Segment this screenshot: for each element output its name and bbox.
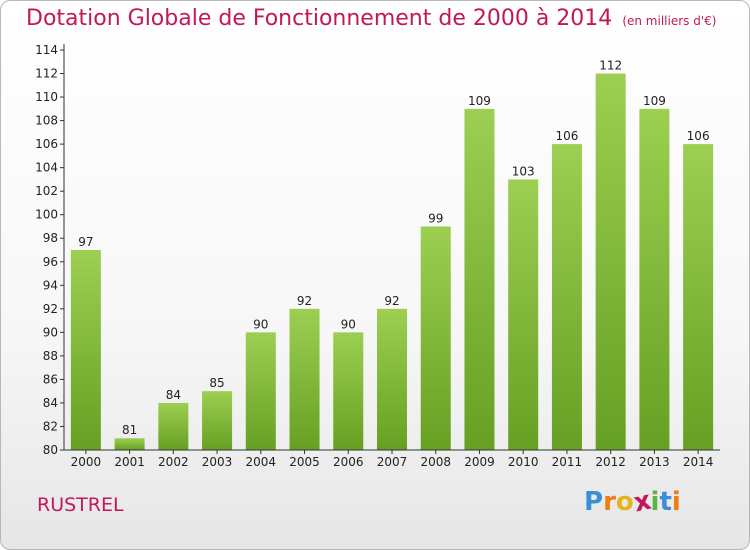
bar-value-label: 92 [384, 294, 399, 308]
y-tick-label: 82 [43, 419, 58, 433]
bar-value-label: 106 [687, 129, 710, 143]
bar-value-label: 109 [468, 94, 491, 108]
bar-value-label: 81 [122, 423, 137, 437]
y-tick-label: 94 [43, 278, 58, 292]
bar-value-label: 90 [253, 317, 268, 331]
bar-value-label: 109 [643, 94, 666, 108]
x-tick-label: 2009 [464, 455, 495, 469]
y-tick-label: 88 [43, 349, 58, 363]
y-tick-label: 90 [43, 325, 58, 339]
bar-value-label: 112 [599, 59, 622, 73]
bar-value-label: 90 [341, 317, 356, 331]
bar-value-label: 97 [78, 235, 93, 249]
y-tick-label: 96 [43, 255, 58, 269]
chart-subtitle: (en milliers d'€) [622, 14, 717, 28]
commune-name: RUSTREL [37, 494, 124, 516]
bars: 97 81 84 85 90 92 90 92 99 109 103 106 112 109 106 [70, 59, 714, 451]
y-tick-label: 102 [35, 184, 58, 198]
y-axis: 80 82 84 86 88 90 92 94 96 98 100 102 104 106 108 110 11… [35, 43, 65, 457]
chart-title-main: Dotation Globale de Fonctionnement de 20… [26, 6, 613, 31]
y-tick-label: 84 [43, 396, 58, 410]
proxiti-logo: Proxiti [584, 486, 681, 519]
bar-value-label: 99 [428, 211, 443, 225]
bar-2006 [333, 332, 364, 450]
logo-letter: P [584, 487, 604, 517]
y-tick-label: 114 [35, 43, 58, 57]
bar-2009 [464, 108, 495, 450]
x-tick-label: 2014 [683, 455, 714, 469]
bar-2003 [202, 391, 233, 450]
y-tick-label: 86 [43, 372, 58, 386]
y-tick-label: 98 [43, 231, 58, 245]
x-tick-label: 2012 [595, 455, 626, 469]
x-tick-label: 2002 [158, 455, 189, 469]
bar-2004 [245, 332, 276, 450]
y-tick-label: 108 [35, 114, 58, 128]
y-tick-label: 100 [35, 208, 58, 222]
x-tick-label: 2001 [114, 455, 145, 469]
bar-2014 [683, 144, 714, 450]
y-tick-label: 92 [43, 302, 58, 316]
logo-letter: r [603, 487, 616, 517]
x-tick-label: 2003 [202, 455, 233, 469]
bar-value-label: 103 [512, 164, 535, 178]
y-tick-label: 104 [35, 161, 58, 175]
logo-letter: o [615, 487, 634, 517]
x-tick-label: 2008 [420, 455, 451, 469]
y-tick-label: 80 [43, 443, 58, 457]
bar-2011 [551, 144, 582, 450]
x-axis: 2000 2001 2002 2003 2004 2005 2006 2007 2008 2009… [64, 449, 720, 469]
x-tick-label: 2007 [377, 455, 408, 469]
logo-letter: t [659, 487, 672, 517]
bar-2005 [289, 308, 320, 450]
y-tick-label: 106 [35, 137, 58, 151]
y-tick-label: 112 [35, 67, 58, 81]
y-tick-label: 110 [35, 90, 58, 104]
bar-2001 [114, 438, 145, 450]
bar-value-label: 106 [555, 129, 578, 143]
bar-2007 [377, 308, 407, 450]
bar-2002 [158, 402, 189, 450]
logo-letter: i [650, 487, 660, 517]
x-tick-label: 2013 [639, 455, 670, 469]
x-tick-label: 2005 [289, 455, 320, 469]
bar-2012 [595, 73, 626, 450]
bar-value-label: 92 [297, 294, 312, 308]
x-tick-label: 2000 [71, 455, 102, 469]
x-tick-label: 2010 [508, 455, 539, 469]
bar-value-label: 85 [209, 376, 224, 390]
logo-letter: i [671, 487, 681, 517]
x-tick-label: 2011 [552, 455, 583, 469]
bar-2000 [70, 250, 101, 450]
bar-2008 [420, 226, 451, 450]
x-tick-label: 2006 [333, 455, 364, 469]
chart-title: Dotation Globale de Fonctionnement de 20… [26, 6, 716, 31]
x-tick-label: 2004 [246, 455, 277, 469]
bar-2013 [639, 108, 670, 450]
bar-value-label: 84 [166, 388, 181, 402]
bar-2010 [508, 179, 539, 451]
